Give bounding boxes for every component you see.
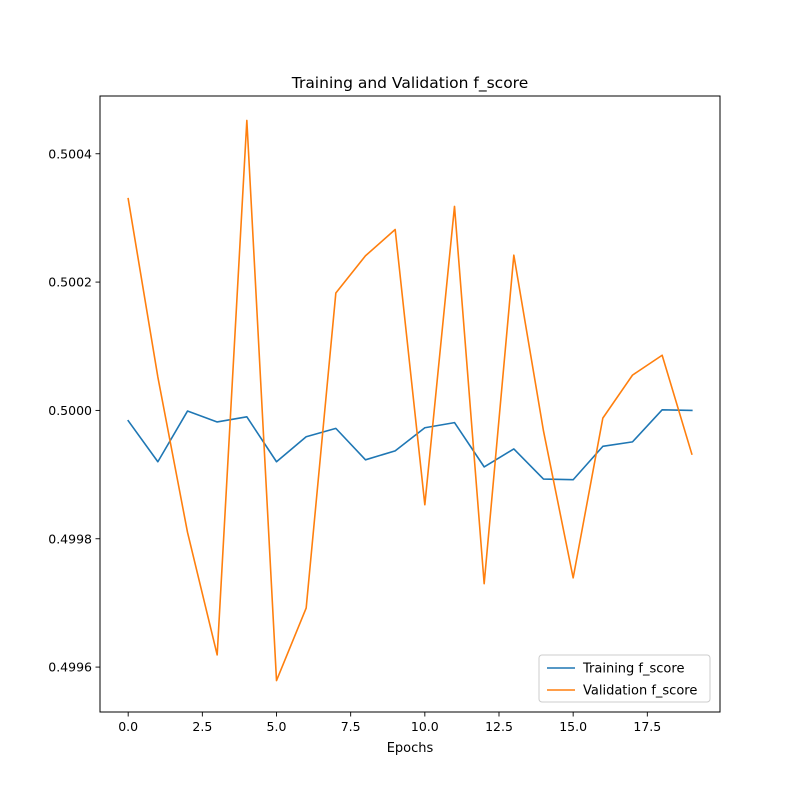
x-axis-label: Epochs <box>387 741 434 756</box>
plot-area <box>127 119 693 682</box>
series-line-training <box>127 408 693 481</box>
axis-ticks: 0.0 2.5 5.0 7.5 10.0 12.5 15.0 17.5 0.4996 0.4998… <box>48 146 661 734</box>
legend-box <box>538 654 711 703</box>
y-tick-label: 0.5000 <box>48 403 92 418</box>
y-tick-label: 0.4996 <box>48 660 92 675</box>
y-tick-label: 0.5002 <box>48 275 92 290</box>
legend-label: Training f_score <box>582 662 684 677</box>
x-tick-label: 17.5 <box>633 719 661 734</box>
y-tick-label: 0.4998 <box>48 531 92 546</box>
legend-label: Validation f_score <box>583 684 697 699</box>
x-tick-label: 12.5 <box>485 719 513 734</box>
legend: Training f_score Validation f_score <box>538 654 711 703</box>
x-tick-label: 15.0 <box>559 719 587 734</box>
plot-frame <box>99 95 721 713</box>
x-tick-label: 10.0 <box>411 719 439 734</box>
y-tick-label: 0.5004 <box>48 146 92 161</box>
x-tick-label: 0.0 <box>118 719 138 734</box>
series-line-validation <box>127 119 693 682</box>
x-tick-label: 5.0 <box>267 719 287 734</box>
x-tick-label: 7.5 <box>341 719 361 734</box>
x-tick-label: 2.5 <box>192 719 212 734</box>
chart-title: Training and Validation f_score <box>291 74 529 93</box>
